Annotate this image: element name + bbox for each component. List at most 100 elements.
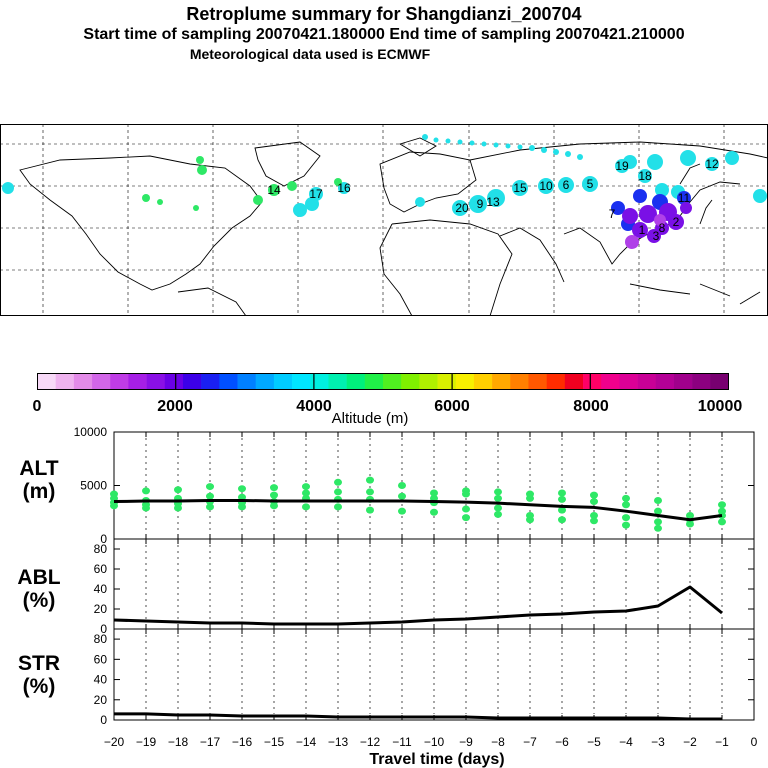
y-tick-label: 10000: [74, 425, 108, 439]
chart-title: Retroplume summary for Shangdianzi_20070…: [186, 4, 582, 24]
map-label: 12: [705, 157, 719, 171]
y-tick-label: 60: [94, 562, 108, 576]
colorbar-cell: [673, 373, 693, 390]
colorbar-cell: [383, 373, 402, 390]
map-label: 7: [609, 207, 616, 221]
colorbar-cell: [473, 373, 493, 390]
colorbar-tick: 6000: [434, 398, 470, 415]
scatter-point: [398, 507, 406, 515]
colorbar-cell: [310, 373, 329, 390]
scatter-point: [590, 498, 598, 506]
colorbar-tick: 2000: [157, 398, 193, 415]
x-tick-label: −17: [200, 735, 221, 749]
colorbar-cell: [55, 373, 75, 390]
colorbar-tick: 10000: [698, 398, 743, 415]
map-label: 15: [513, 181, 527, 195]
str-panel-label: STR (%): [4, 652, 74, 698]
abl-label-text: ABL: [17, 566, 61, 589]
scatter-point: [366, 488, 374, 496]
colorbar-cell: [546, 373, 566, 390]
map-label: 19: [615, 159, 629, 173]
scatter-point: [302, 489, 310, 497]
colorbar-cell: [528, 373, 547, 390]
y-tick-label: 60: [94, 652, 108, 666]
x-tick-label: −4: [619, 735, 633, 749]
map-label: 13: [486, 195, 500, 209]
map-label: 2: [673, 215, 680, 229]
scatter-point: [302, 483, 310, 491]
scatter-point: [238, 485, 246, 493]
scatter-point: [622, 501, 630, 509]
colorbar-cell: [292, 373, 311, 390]
colorbar-cell: [346, 373, 366, 390]
scatter-point: [462, 490, 470, 498]
scatter-point: [462, 514, 470, 522]
scatter-point: [398, 492, 406, 500]
y-tick-label: 0: [100, 622, 107, 636]
y-tick-label: 0: [100, 532, 107, 546]
colorbar-cell: [92, 373, 111, 390]
x-tick-label: −16: [232, 735, 253, 749]
x-tick-label: −3: [651, 735, 665, 749]
colorbar-cell: [128, 373, 147, 390]
colorbar-cell: [273, 373, 293, 390]
map-label: 17: [309, 187, 323, 201]
map-label: 6: [563, 178, 570, 192]
altitude-colorbar: 0 2000 4000 6000 8000 10000 Altitude (m): [33, 373, 743, 427]
scatter-point: [334, 488, 342, 496]
scatter-point: [686, 520, 694, 528]
scatter-point: [654, 507, 662, 515]
colorbar-cell: [401, 373, 420, 390]
scatter-point: [526, 494, 534, 502]
scatter-point: [142, 504, 150, 512]
scatter-point: [718, 518, 726, 526]
scatter-point: [558, 495, 566, 503]
scatter-point: [622, 521, 630, 529]
scatter-point: [590, 511, 598, 519]
scatter-point: [270, 484, 278, 492]
x-tick-label: −1: [715, 735, 729, 749]
x-tick-label: −18: [168, 735, 189, 749]
x-tick-label: −7: [523, 735, 537, 749]
scatter-point: [462, 505, 470, 513]
y-tick-label: 80: [94, 542, 108, 556]
scatter-point: [174, 504, 182, 512]
scatter-point: [142, 487, 150, 495]
colorbar-cell: [619, 373, 638, 390]
retroplume-map: 20 9 13 15 10 6 5 16 17 18 19 11 12 8 7 …: [0, 124, 768, 316]
map-label: 3: [653, 229, 660, 243]
scatter-point: [590, 491, 598, 499]
scatter-point: [430, 508, 438, 516]
scatter-point: [206, 503, 214, 511]
scatter-point: [270, 491, 278, 499]
map-label: 8: [659, 221, 666, 235]
scatter-point: [398, 482, 406, 489]
colorbar-cell: [219, 373, 238, 390]
y-tick-label: 40: [94, 673, 108, 687]
y-tick-label: 80: [94, 632, 108, 646]
x-axis-title: Travel time (days): [369, 751, 504, 768]
y-tick-label: 0: [100, 713, 107, 727]
colorbar-tick: 0: [33, 398, 42, 415]
colorbar-cell: [655, 373, 675, 390]
colorbar-cell: [146, 373, 166, 390]
scatter-point: [494, 510, 502, 518]
abl-unit-text: (%): [22, 589, 56, 612]
map-label: 11: [678, 191, 691, 205]
scatter-point: [622, 494, 630, 502]
str-label-text: STR: [18, 652, 60, 675]
colorbar-tick: 8000: [573, 398, 609, 415]
scatter-point: [206, 483, 214, 491]
y-tick-label: 20: [94, 693, 108, 707]
x-tick-label: 0: [751, 735, 758, 749]
series-line: [113, 585, 723, 626]
alt-label-text: ALT: [19, 457, 59, 480]
x-tick-label: −11: [392, 735, 412, 749]
scatter-point: [622, 514, 630, 522]
scatter-point: [558, 506, 566, 514]
colorbar-cell: [164, 373, 184, 390]
colorbar-cell: [692, 373, 711, 390]
colorbar-tick: 4000: [296, 398, 332, 415]
scatter-point: [334, 503, 342, 511]
y-tick-label: 40: [94, 582, 108, 596]
